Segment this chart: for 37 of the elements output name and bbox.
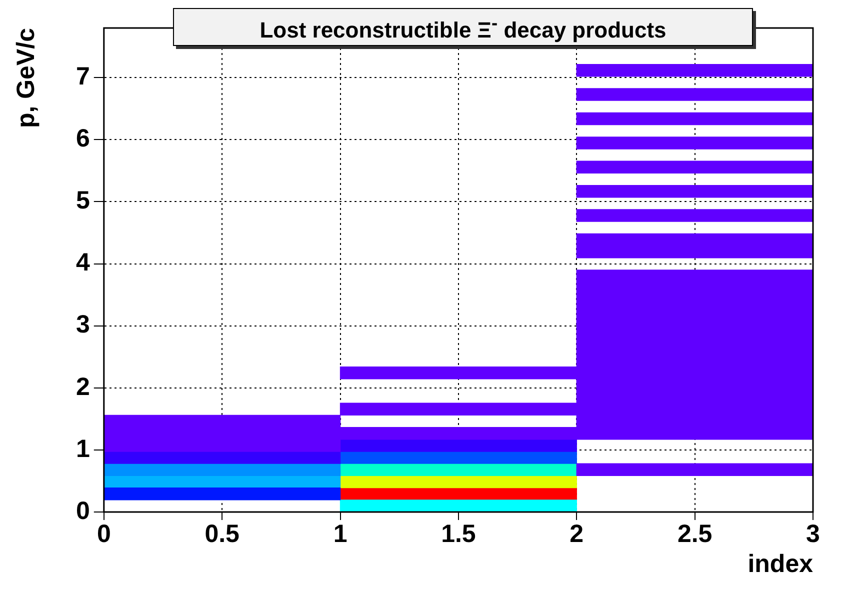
bar [104, 475, 341, 488]
bar [576, 463, 813, 476]
bar [340, 500, 577, 512]
x-tick-label: 2.5 [677, 520, 712, 548]
y-tick-label: 7 [76, 62, 90, 91]
bar [576, 209, 813, 222]
bar [576, 160, 813, 174]
x-tick-label: 1.5 [441, 520, 476, 548]
bar [576, 88, 813, 101]
chart-title: Lost reconstructible Ξ$^{-}$ decay products [258, 12, 668, 44]
bar [576, 64, 813, 77]
bar [576, 112, 813, 126]
bar [104, 487, 341, 500]
bar [340, 487, 577, 500]
y-tick-label: 6 [76, 124, 90, 153]
y-axis-title: p, GeV/c [12, 28, 40, 128]
x-tick-label: 2 [570, 520, 584, 548]
y-tick-label: 0 [76, 496, 90, 525]
bar [340, 463, 577, 476]
bar [576, 233, 813, 258]
y-tick-label: 1 [76, 434, 90, 463]
x-tick-label: 0.5 [204, 520, 240, 548]
y-tick-label: 2 [76, 372, 90, 401]
x-axis-title: index [748, 550, 814, 578]
bar [340, 475, 577, 488]
x-tick-label: 1 [333, 520, 348, 548]
x-tick-label: 0 [96, 520, 111, 548]
y-tick-label: 4 [76, 248, 90, 277]
y-tick-label: 5 [76, 186, 90, 215]
bar [340, 439, 577, 452]
bar [576, 136, 813, 150]
x-tick-label: 3 [806, 520, 820, 548]
bar [104, 463, 341, 476]
y-tick-label: 3 [76, 310, 90, 339]
bar [104, 451, 341, 464]
bar [340, 451, 577, 464]
bar [576, 184, 813, 198]
